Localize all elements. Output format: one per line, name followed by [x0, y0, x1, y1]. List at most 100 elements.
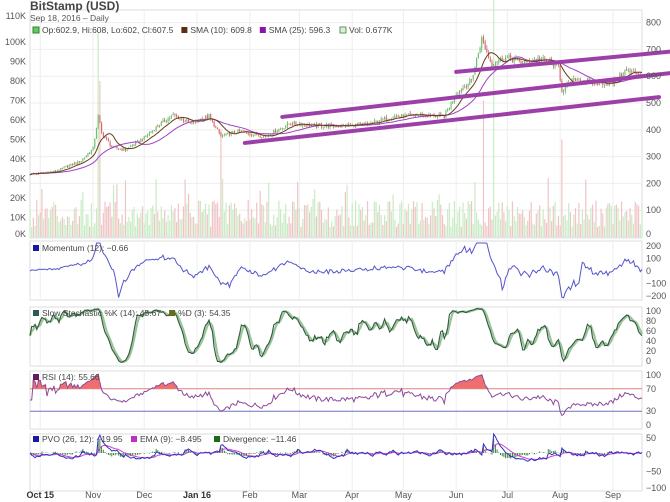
volume-bar: [315, 216, 317, 237]
candle-body: [60, 168, 62, 171]
candle-body: [78, 161, 81, 163]
volume-bar: [441, 215, 444, 237]
candle-body: [564, 86, 566, 92]
main-panel-frame: [29, 9, 643, 239]
volume-bar: [469, 203, 471, 237]
volume-bar: [450, 226, 452, 237]
candle-body: [61, 167, 63, 169]
volume-bar: [430, 215, 432, 237]
candle-body: [501, 57, 503, 61]
candle-body: [464, 86, 466, 88]
volume-bar: [435, 216, 437, 237]
candle-body: [39, 172, 41, 174]
volume-bar: [382, 224, 384, 237]
volume-bar: [552, 205, 554, 237]
candle-body: [95, 128, 98, 139]
volume-bar: [227, 224, 229, 237]
volume-bar: [138, 217, 140, 237]
volume-bar: [233, 203, 236, 237]
volume-bar: [556, 225, 558, 237]
candle-body: [392, 117, 394, 119]
volume-bar: [297, 182, 299, 237]
volume-bar: [97, 32, 99, 237]
volume-bar: [89, 226, 91, 237]
volume-bar: [170, 205, 173, 237]
volume-bar: [31, 227, 33, 237]
volume-bar: [383, 215, 386, 237]
volume-bar: [281, 222, 283, 237]
pvo-legend: PVO (26, 12): −19.95: [42, 434, 123, 444]
volume-bar: [237, 215, 239, 237]
candle-body: [181, 118, 183, 120]
volume-bar: [83, 225, 86, 237]
candle-body: [465, 86, 468, 88]
candle-body: [520, 61, 522, 64]
volume-axis-tick: 60K: [10, 115, 26, 125]
volume-bar: [244, 218, 246, 237]
volume-bar: [527, 220, 529, 237]
volume-bar: [336, 209, 338, 237]
volume-bar: [487, 208, 490, 237]
volume-bar: [218, 216, 220, 237]
candle-body: [627, 70, 629, 72]
volume-bar: [458, 206, 461, 237]
volume-bar: [346, 184, 348, 237]
candle-body: [179, 118, 181, 120]
volume-bar: [215, 203, 217, 237]
candle-body: [477, 53, 479, 58]
candle-body: [324, 126, 326, 127]
volume-bar: [481, 225, 483, 237]
candle-body: [155, 126, 157, 131]
candle-body: [360, 122, 362, 124]
candle-body: [66, 165, 69, 168]
volume-bar: [230, 202, 232, 237]
volume-bar: [564, 214, 566, 237]
volume-bar: [312, 198, 314, 237]
volume-bar: [590, 207, 592, 237]
volume-bar: [251, 209, 253, 237]
stochastic-axis-tick: 80: [646, 316, 656, 326]
volume-bar: [60, 220, 62, 237]
candle-body: [158, 125, 161, 128]
volume-bar: [37, 215, 40, 237]
volume-bar: [112, 184, 115, 237]
volume-bar: [203, 209, 205, 237]
volume-bar: [331, 221, 333, 237]
volume-bar: [48, 218, 50, 237]
candle-body: [373, 120, 375, 123]
candle-body: [576, 79, 578, 81]
volume-bar: [49, 209, 52, 237]
candle-body: [481, 37, 483, 49]
volume-bar: [499, 219, 502, 237]
candle-body: [530, 62, 532, 64]
candle-body: [460, 90, 462, 92]
volume-bar: [637, 205, 640, 237]
candle-body: [252, 134, 254, 136]
candle-body: [411, 113, 413, 115]
x-axis-label: Jul: [502, 490, 514, 500]
volume-bar: [167, 215, 169, 237]
volume-axis-tick: 50K: [10, 135, 26, 145]
volume-bar: [249, 219, 251, 237]
candle-body: [239, 129, 241, 132]
candle-body: [82, 158, 84, 161]
candle-body: [637, 73, 640, 76]
volume-bar: [479, 223, 481, 237]
candle-body: [380, 118, 382, 122]
volume-bar: [145, 213, 147, 237]
candle-body: [470, 79, 473, 80]
volume-bar: [443, 223, 445, 237]
candle-body: [636, 72, 638, 75]
volume-bar: [63, 219, 65, 237]
volume-bar: [189, 213, 191, 237]
volume-bar: [256, 202, 258, 237]
volume-bar: [624, 212, 626, 237]
volume-axis-tick: 0K: [15, 229, 26, 239]
stochastic-axis-tick: 20: [646, 346, 656, 356]
candle-body: [295, 121, 297, 125]
candle-body: [366, 122, 369, 125]
volume-bar: [585, 179, 587, 237]
candle-body: [626, 69, 628, 71]
volume-bar: [627, 220, 629, 237]
